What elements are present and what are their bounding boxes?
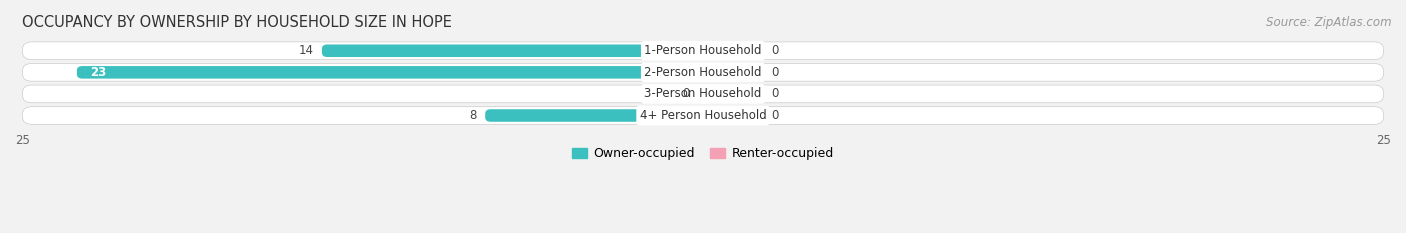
FancyBboxPatch shape: [703, 109, 763, 122]
FancyBboxPatch shape: [77, 66, 703, 79]
Text: 14: 14: [298, 44, 314, 57]
Text: 0: 0: [770, 44, 779, 57]
Text: 4+ Person Household: 4+ Person Household: [640, 109, 766, 122]
FancyBboxPatch shape: [703, 88, 763, 100]
Text: 2-Person Household: 2-Person Household: [644, 66, 762, 79]
FancyBboxPatch shape: [22, 42, 1384, 60]
FancyBboxPatch shape: [703, 66, 763, 79]
Text: 1-Person Household: 1-Person Household: [644, 44, 762, 57]
Legend: Owner-occupied, Renter-occupied: Owner-occupied, Renter-occupied: [568, 142, 838, 165]
FancyBboxPatch shape: [22, 63, 1384, 81]
FancyBboxPatch shape: [22, 107, 1384, 124]
Text: Source: ZipAtlas.com: Source: ZipAtlas.com: [1267, 16, 1392, 29]
FancyBboxPatch shape: [322, 45, 703, 57]
Text: 0: 0: [770, 109, 779, 122]
Text: 0: 0: [770, 66, 779, 79]
Text: 3-Person Household: 3-Person Household: [644, 87, 762, 100]
Text: 0: 0: [682, 87, 689, 100]
FancyBboxPatch shape: [692, 88, 703, 100]
FancyBboxPatch shape: [22, 85, 1384, 103]
FancyBboxPatch shape: [485, 109, 703, 122]
Text: 8: 8: [470, 109, 477, 122]
Text: OCCUPANCY BY OWNERSHIP BY HOUSEHOLD SIZE IN HOPE: OCCUPANCY BY OWNERSHIP BY HOUSEHOLD SIZE…: [22, 15, 453, 30]
FancyBboxPatch shape: [703, 45, 763, 57]
Text: 23: 23: [90, 66, 107, 79]
Text: 0: 0: [770, 87, 779, 100]
